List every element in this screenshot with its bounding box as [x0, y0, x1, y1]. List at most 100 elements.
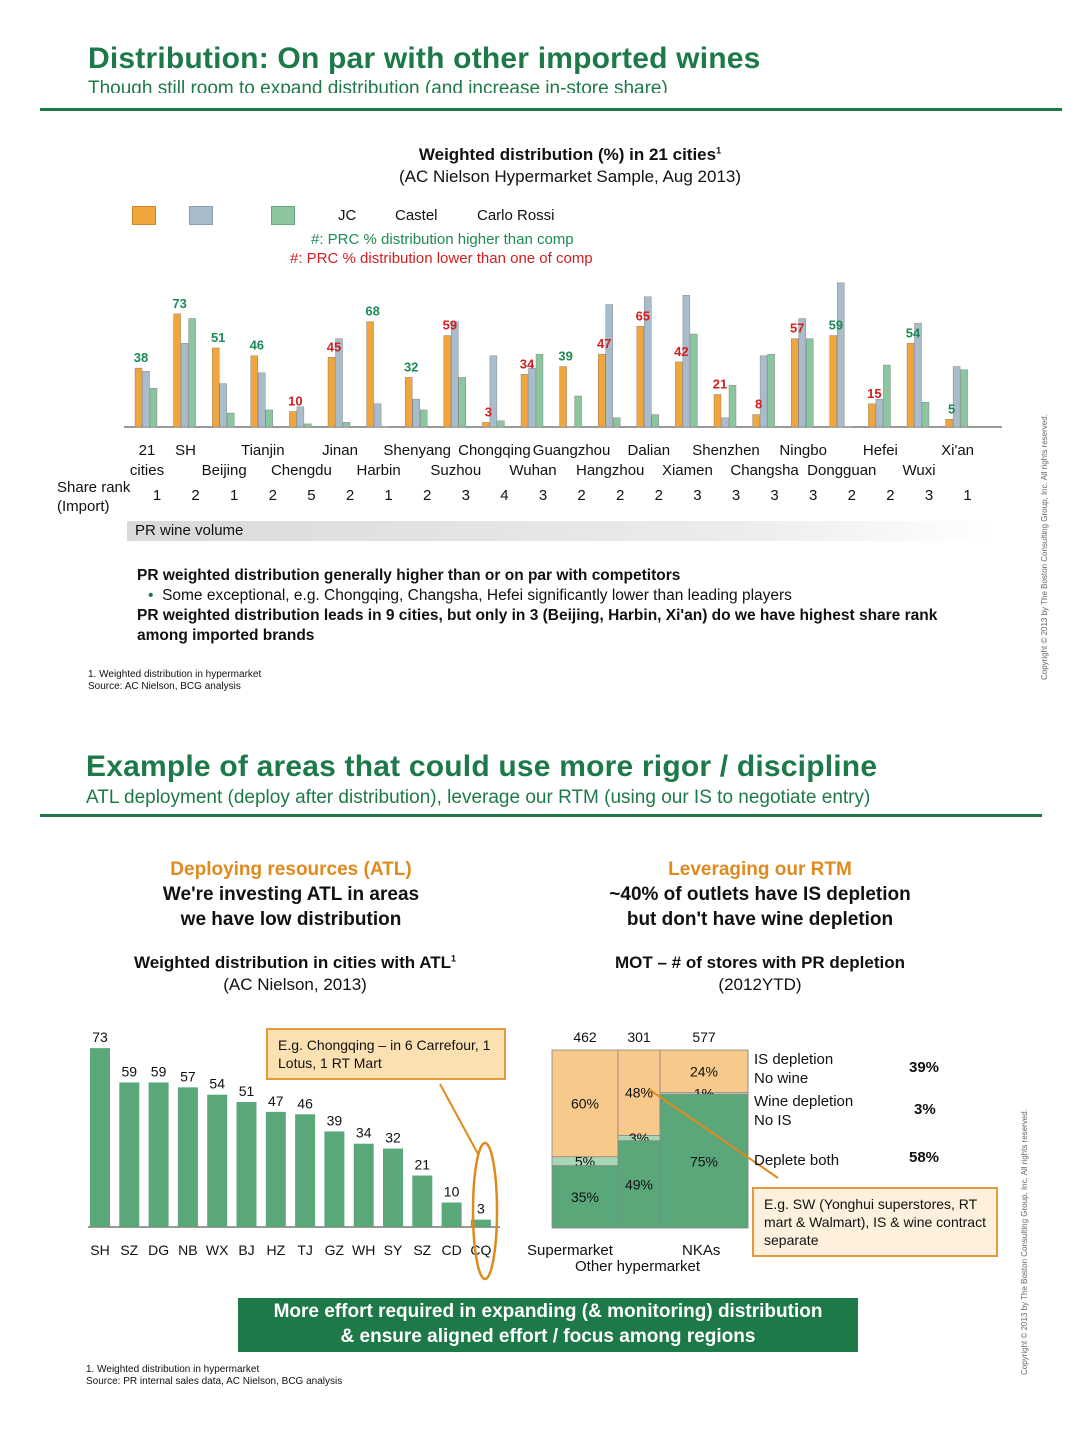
pct-wine: 3%: [914, 1101, 936, 1118]
city-label-bottom-14: Xiamen: [662, 462, 713, 479]
city-label-bottom-4: Chengdu: [271, 462, 332, 479]
atl-bar-1: [119, 1082, 140, 1227]
atl-city-3: NB: [178, 1242, 197, 1258]
left-callout: E.g. Chongqing – in 6 Carrefour, 1 Lotus…: [266, 1028, 506, 1080]
bar-prc-10: [520, 374, 529, 428]
mot-label-0-0: 60%: [571, 1095, 599, 1111]
share-rank-8: 3: [462, 487, 470, 504]
atl-value-10: 32: [385, 1130, 401, 1146]
atl-city-8: GZ: [325, 1242, 345, 1258]
bar-castel-12: [613, 417, 621, 428]
share-rank-7: 2: [423, 487, 431, 504]
atl-value-4: 54: [209, 1076, 225, 1092]
bar-prc-9: [482, 422, 490, 428]
value-label-6: 68: [365, 304, 379, 319]
bar-prc-4: [289, 411, 297, 428]
bar-prc-5: [327, 357, 336, 428]
city-label-bottom-2: Beijing: [202, 462, 247, 479]
bar-castel-13: [651, 414, 659, 428]
bar-castel-17: [806, 338, 814, 428]
value-label-8: 59: [443, 318, 457, 333]
value-label-21: 5: [948, 401, 955, 416]
bar-castel-15: [728, 384, 737, 428]
atl-bar-12: [441, 1202, 462, 1227]
city-label-top-9: Chongqing: [458, 442, 531, 459]
atl-bar-13: [470, 1219, 491, 1227]
share-rank-18: 2: [848, 487, 856, 504]
bar-jc-14: [682, 295, 691, 428]
share-rank-17: 3: [809, 487, 817, 504]
share-rank-21: 1: [963, 487, 971, 504]
atl-city-0: SH: [90, 1242, 109, 1258]
value-label-0: 38: [134, 350, 148, 365]
atl-bar-4: [207, 1094, 228, 1227]
value-label-14: 42: [674, 344, 688, 359]
bar-castel-11: [574, 395, 582, 428]
atl-bar-2: [148, 1082, 169, 1227]
bar-castel-4: [304, 423, 312, 428]
bullet-1-sub: • Some exceptional, e.g. Chongqing, Chan…: [148, 587, 792, 604]
atl-bar-5: [236, 1102, 257, 1227]
mot-label-2-2: 75%: [690, 1153, 718, 1169]
bar-jc-8: [451, 321, 459, 428]
bar-castel-0: [149, 388, 158, 428]
legend-swatch-jc: [189, 206, 213, 225]
pr-volume-bar: [127, 521, 995, 541]
city-label-top-11: Guangzhou: [533, 442, 611, 459]
city-label-top-19: Hefei: [863, 442, 898, 459]
value-label-3: 46: [250, 338, 264, 353]
slide2-rule: [40, 814, 1042, 817]
value-label-4: 10: [288, 394, 302, 409]
value-label-12: 47: [597, 336, 611, 351]
source-1: Source: AC Nielson, BCG analysis: [88, 681, 241, 692]
mot-label-1-0: 48%: [625, 1085, 653, 1101]
chart1-svg: 3821cities173SH251Beijing146Tianjin210Ch…: [124, 282, 1002, 504]
value-label-19: 15: [867, 386, 881, 401]
chart1-title: Weighted distribution (%) in 21 cities1: [418, 145, 722, 164]
bar-castel-19: [883, 364, 891, 428]
right-heading: Leveraging our RTM ~40% of outlets have …: [609, 859, 911, 930]
note-red: #: PRC % distribution lower than one of …: [290, 250, 593, 267]
atl-value-7: 46: [297, 1095, 313, 1111]
legend-is-depletion: IS depletion No wine: [754, 1051, 834, 1087]
bar-prc-1: [173, 313, 181, 428]
chart2-svg: 73 SH 59 SZ 59 DG 57 NB 54 WX 51 BJ 47 HZ 46 TJ 39 GZ 34 WH…: [88, 1029, 500, 1281]
callout-connector-right: [649, 1089, 779, 1179]
share-rank-20: 3: [925, 487, 933, 504]
bar-castel-14: [690, 333, 698, 428]
x-label-other-hypermarket: Other hypermarket: [575, 1258, 701, 1275]
city-label-top-0: 21: [139, 442, 156, 459]
value-label-18: 59: [829, 318, 843, 333]
bar-prc-13: [636, 326, 644, 428]
bar-prc-6: [366, 321, 374, 428]
bar-jc-12: [605, 304, 613, 428]
bar-jc-10: [528, 367, 536, 428]
mot-total-2: 577: [692, 1029, 716, 1045]
share-rank-label: Share rank (Import): [57, 479, 131, 515]
callout-connector-left: [439, 1083, 479, 1155]
mot-label-0-2: 35%: [571, 1189, 599, 1205]
bar-jc-5: [335, 338, 343, 428]
share-rank-13: 2: [655, 487, 663, 504]
bar-jc-13: [644, 296, 652, 428]
city-label-bottom-6: Harbin: [357, 462, 401, 479]
value-label-20: 54: [906, 325, 921, 340]
share-rank-9: 4: [500, 487, 508, 504]
share-rank-4: 5: [307, 487, 315, 504]
bar-jc-15: [721, 417, 729, 428]
city-label-top-15: Shenzhen: [692, 442, 760, 459]
mot-seg-1-2: [617, 1140, 661, 1229]
bar-castel-8: [458, 377, 466, 428]
pr-volume-label: PR wine volume: [135, 522, 244, 539]
bar-castel-7: [420, 409, 428, 428]
atl-value-2: 59: [151, 1063, 167, 1079]
source-2: Source: PR internal sales data, AC Niels…: [86, 1376, 343, 1387]
mot-seg-0-0: [551, 1049, 619, 1158]
share-rank-10: 3: [539, 487, 547, 504]
atl-value-3: 57: [180, 1068, 196, 1084]
bar-prc-18: [829, 335, 837, 428]
atl-value-11: 21: [415, 1157, 431, 1173]
bar-prc-0: [134, 367, 143, 428]
atl-value-0: 73: [92, 1029, 108, 1045]
